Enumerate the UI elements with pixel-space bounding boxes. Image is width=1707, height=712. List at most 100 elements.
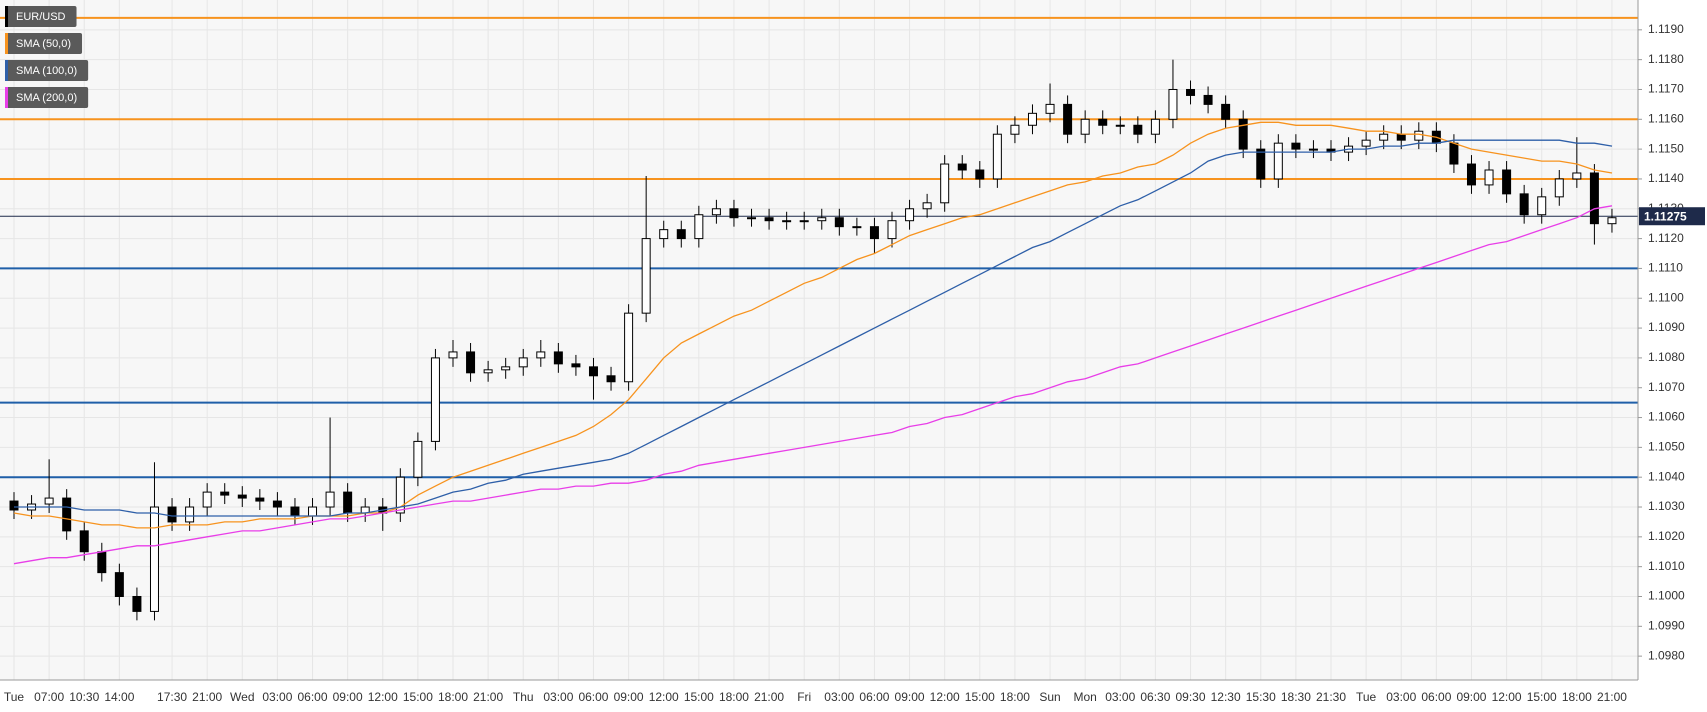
x-tick-label: Fri — [797, 690, 811, 704]
x-tick-label: 15:00 — [965, 690, 995, 704]
candle-body — [325, 491, 335, 508]
legend-box — [5, 87, 89, 108]
x-tick-label: Thu — [513, 690, 534, 704]
candle-body — [817, 217, 827, 222]
y-tick-label: 1.1170 — [1648, 82, 1684, 96]
y-tick-label: 1.1090 — [1648, 320, 1685, 334]
candle-body — [466, 351, 476, 374]
x-tick-label: 21:00 — [473, 690, 503, 704]
x-tick-label: 03:00 — [1386, 690, 1416, 704]
candle-body — [992, 133, 1002, 180]
x-tick-label: 06:00 — [1421, 690, 1451, 704]
candle-body — [185, 506, 195, 523]
x-tick-label: 21:00 — [754, 690, 784, 704]
candle-body — [1414, 130, 1424, 141]
x-tick-label: 09:00 — [895, 690, 925, 704]
y-tick-label: 1.1080 — [1648, 350, 1685, 364]
candle-body — [97, 551, 107, 574]
candle-body — [149, 506, 159, 612]
x-tick-label: 07:00 — [34, 690, 64, 704]
candle-body — [1308, 148, 1318, 151]
candle-body — [1098, 118, 1108, 126]
plot-background — [0, 0, 1638, 680]
y-tick-label: 1.1060 — [1648, 410, 1685, 424]
candle-body — [114, 572, 124, 597]
y-tick-label: 1.1010 — [1648, 559, 1685, 573]
candle-body — [1027, 112, 1037, 126]
candle-body — [62, 497, 72, 532]
candle-body — [1115, 124, 1125, 127]
candle-body — [1273, 142, 1283, 180]
candle-body — [957, 163, 967, 171]
candle-body — [1150, 118, 1160, 135]
candle-body — [1238, 118, 1248, 150]
y-tick-label: 1.0990 — [1648, 618, 1685, 632]
legend-box — [5, 6, 77, 27]
x-tick-label: 09:00 — [614, 690, 644, 704]
candle-body — [624, 312, 634, 383]
candle-body — [1589, 172, 1599, 225]
x-tick-label: 12:30 — [1211, 690, 1241, 704]
candle-body — [1484, 169, 1494, 186]
last-price-box — [1639, 207, 1705, 226]
sma-line — [13, 121, 1613, 529]
candle-body — [518, 357, 528, 368]
candle-body — [536, 351, 546, 359]
y-tick-label: 1.1140 — [1648, 171, 1684, 185]
candle-body — [79, 530, 89, 553]
legend-label: EUR/USD — [16, 11, 66, 23]
candle-body — [676, 229, 686, 240]
x-tick-label: Tue — [4, 690, 25, 704]
candle-body — [1537, 196, 1547, 216]
legend-label: SMA (100,0) — [16, 65, 77, 77]
x-tick-label: 12:00 — [930, 690, 960, 704]
x-tick-label: 10:30 — [69, 690, 99, 704]
y-tick-label: 1.1190 — [1648, 22, 1684, 36]
candle-body — [9, 500, 19, 511]
legend-label: SMA (200,0) — [16, 92, 77, 104]
candle-body — [1291, 142, 1301, 150]
x-tick-label: 12:00 — [649, 690, 679, 704]
x-tick-label: Wed — [230, 690, 254, 704]
x-tick-label: 15:00 — [684, 690, 714, 704]
candle-body — [501, 366, 511, 371]
candle-body — [887, 220, 897, 240]
x-tick-label: 03:00 — [824, 690, 854, 704]
candle-body — [1010, 124, 1020, 135]
legend-swatch — [5, 87, 8, 108]
candle-body — [747, 217, 757, 220]
candle-body — [764, 217, 774, 222]
x-tick-label: 03:00 — [262, 690, 292, 704]
marks — [9, 59, 1617, 621]
y-tick-label: 1.1150 — [1648, 141, 1684, 155]
candle-body — [1361, 139, 1371, 147]
x-tick-label: 06:00 — [578, 690, 608, 704]
y-tick-label: 1.1070 — [1648, 380, 1685, 394]
y-tick-label: 1.1160 — [1648, 111, 1684, 125]
x-tick-label: 06:00 — [859, 690, 889, 704]
x-tick-label: 21:00 — [1597, 690, 1627, 704]
levels — [0, 16, 1638, 479]
candle-body — [1607, 217, 1617, 225]
legend-swatch — [5, 60, 8, 81]
x-tick-label: 18:00 — [1000, 690, 1030, 704]
candle-body — [44, 497, 54, 505]
candle-body — [1168, 88, 1178, 120]
candle-body — [1203, 94, 1213, 105]
candle-body — [905, 208, 915, 222]
y-tick-label: 1.1020 — [1648, 529, 1685, 543]
candle-body — [1449, 142, 1459, 165]
candle-body — [852, 226, 862, 229]
candle-body — [1186, 88, 1196, 96]
x-tick-label: 14:00 — [104, 690, 134, 704]
candle-body — [711, 208, 721, 216]
candle-body — [553, 351, 563, 365]
y-tick-label: 1.1000 — [1648, 589, 1685, 603]
y-tick-label: 1.1180 — [1648, 52, 1684, 66]
y-tick-label: 1.0980 — [1648, 648, 1685, 662]
candle-body — [834, 217, 844, 228]
candle-body — [1256, 148, 1266, 180]
x-tick-label: 21:00 — [192, 690, 222, 704]
